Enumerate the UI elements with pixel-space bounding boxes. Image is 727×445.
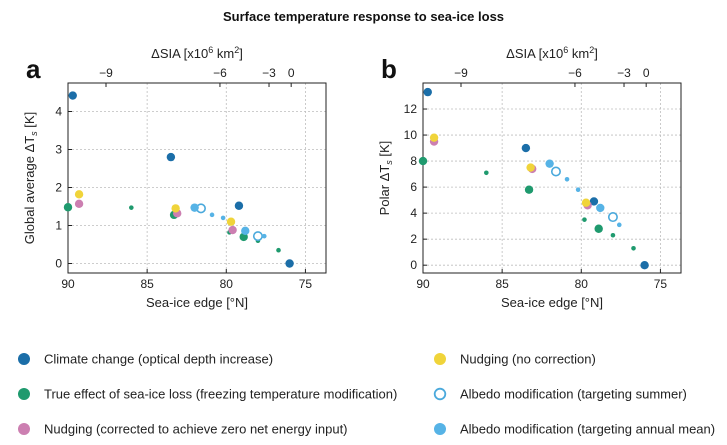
point-nudging-no-correction bbox=[581, 198, 591, 207]
y-tick-label: 0 bbox=[55, 257, 62, 271]
panel-b: b 90 85 80 75 0 2 4 6 8 10 12 −9 −6 −3 0 Sea-ice edge [°… bbox=[377, 45, 682, 310]
y-tick-label: 2 bbox=[410, 232, 417, 246]
y-tick-label: 0 bbox=[410, 258, 417, 272]
point-climate-change bbox=[640, 260, 649, 270]
panel-a: a 90 85 80 75 0 1 2 3 4 −9 −6 −3 0 Sea-ice edge [°N] ΔS… bbox=[22, 45, 327, 310]
x-tick-label: 85 bbox=[495, 277, 509, 291]
panel-letter: a bbox=[26, 54, 41, 84]
point-climate-change bbox=[68, 91, 77, 100]
legend-item-albedo-summer: Albedo modification (targeting summer) bbox=[433, 387, 687, 402]
x-tick-label: 75 bbox=[299, 277, 313, 291]
point-climate-change bbox=[423, 87, 432, 97]
x-tick-label: 90 bbox=[416, 277, 430, 291]
legend-label: Climate change (optical depth increase) bbox=[44, 352, 273, 367]
point-nudging-no-correction bbox=[526, 163, 535, 172]
point-true-effect bbox=[63, 203, 73, 212]
legend-label: Nudging (no correction) bbox=[460, 352, 596, 367]
legend-item-true-effect: True effect of sea-ice loss (freezing te… bbox=[18, 387, 397, 402]
plot-frame bbox=[67, 82, 327, 274]
point-climate-change bbox=[521, 143, 531, 153]
x-axis-label: Sea-ice edge [°N] bbox=[501, 295, 603, 310]
point-nudging-no-correction bbox=[429, 133, 439, 142]
point-climate-change bbox=[234, 201, 244, 210]
y-tick-label: 4 bbox=[410, 206, 417, 220]
x-tick-label: 80 bbox=[575, 277, 589, 291]
plot-frame bbox=[422, 82, 682, 274]
point-albedo-annual bbox=[596, 203, 605, 213]
point-albedo-annual bbox=[564, 177, 570, 182]
legend-marker bbox=[433, 387, 447, 401]
point-true-effect bbox=[129, 205, 134, 210]
y-tick-label: 10 bbox=[404, 128, 418, 142]
x-tick-label: 75 bbox=[654, 277, 668, 291]
point-true-effect bbox=[631, 245, 636, 251]
top-tick-label: −6 bbox=[213, 66, 227, 80]
point-albedo-annual bbox=[261, 233, 267, 239]
point-albedo-annual bbox=[220, 215, 226, 221]
top-axis-label: ΔSIA [x106 km2] bbox=[506, 45, 598, 61]
top-tick-label: 0 bbox=[288, 66, 295, 80]
y-axis-label: Polar ΔTs [K] bbox=[377, 141, 394, 216]
legend-item-albedo-annual: Albedo modification (targeting annual me… bbox=[434, 422, 715, 437]
point-nudging-no-correction bbox=[226, 217, 236, 226]
point-albedo-summer bbox=[550, 166, 561, 177]
legend-marker bbox=[18, 353, 30, 365]
legend-label: True effect of sea-ice loss (freezing te… bbox=[44, 387, 397, 402]
y-tick-label: 2 bbox=[55, 181, 62, 195]
point-nudging-no-correction bbox=[171, 204, 180, 213]
y-tick-label: 3 bbox=[55, 143, 62, 157]
top-tick-label: −3 bbox=[262, 66, 276, 80]
point-climate-change bbox=[166, 152, 176, 162]
legend-marker bbox=[18, 388, 30, 400]
point-nudging-corrected bbox=[74, 199, 84, 209]
top-tick-label: −9 bbox=[99, 66, 113, 80]
point-true-effect bbox=[418, 156, 428, 166]
point-albedo-summer bbox=[252, 231, 263, 242]
legend-item-nudging-no-correction: Nudging (no correction) bbox=[434, 352, 596, 367]
point-climate-change bbox=[285, 259, 294, 268]
top-tick-label: −9 bbox=[454, 66, 468, 80]
point-true-effect bbox=[524, 185, 534, 194]
point-nudging-corrected bbox=[228, 225, 237, 235]
y-tick-label: 8 bbox=[410, 154, 417, 168]
x-axis-label: Sea-ice edge [°N] bbox=[146, 295, 248, 310]
x-tick-label: 80 bbox=[220, 277, 234, 291]
legend-label: Albedo modification (targeting summer) bbox=[460, 387, 687, 402]
y-tick-label: 6 bbox=[410, 180, 417, 194]
point-albedo-annual bbox=[616, 222, 622, 228]
legend-label: Albedo modification (targeting annual me… bbox=[460, 422, 715, 437]
x-tick-label: 85 bbox=[140, 277, 154, 291]
point-albedo-annual bbox=[209, 212, 215, 218]
point-albedo-annual bbox=[575, 187, 581, 193]
point-true-effect bbox=[582, 217, 587, 222]
y-tick-label: 1 bbox=[55, 219, 62, 233]
panel-letter: b bbox=[381, 54, 397, 84]
point-true-effect bbox=[276, 247, 281, 253]
point-true-effect bbox=[484, 170, 489, 176]
point-albedo-annual bbox=[241, 226, 250, 236]
point-nudging-no-correction bbox=[74, 190, 84, 199]
y-axis-label: Global average ΔTs [K] bbox=[22, 112, 39, 244]
legend-marker bbox=[434, 423, 446, 435]
top-axis-label: ΔSIA [x106 km2] bbox=[151, 45, 243, 61]
top-tick-label: −6 bbox=[568, 66, 582, 80]
legend-item-climate-change: Climate change (optical depth increase) bbox=[18, 352, 273, 367]
y-tick-label: 12 bbox=[404, 102, 418, 116]
point-climate-change bbox=[589, 197, 599, 206]
x-tick-label: 90 bbox=[61, 277, 75, 291]
point-true-effect bbox=[610, 232, 616, 238]
point-albedo-summer bbox=[607, 212, 618, 223]
top-tick-label: −3 bbox=[617, 66, 631, 80]
legend-label: Nudging (corrected to achieve zero net e… bbox=[44, 422, 348, 437]
y-tick-label: 4 bbox=[55, 105, 62, 119]
figure-title: Surface temperature response to sea-ice … bbox=[223, 9, 504, 24]
point-albedo-annual bbox=[190, 203, 199, 212]
point-true-effect bbox=[594, 224, 603, 233]
legend-marker bbox=[18, 423, 30, 435]
legend-item-nudging-corrected: Nudging (corrected to achieve zero net e… bbox=[18, 422, 348, 437]
legend-marker bbox=[434, 353, 446, 365]
point-albedo-annual bbox=[545, 159, 554, 168]
top-tick-label: 0 bbox=[643, 66, 650, 80]
